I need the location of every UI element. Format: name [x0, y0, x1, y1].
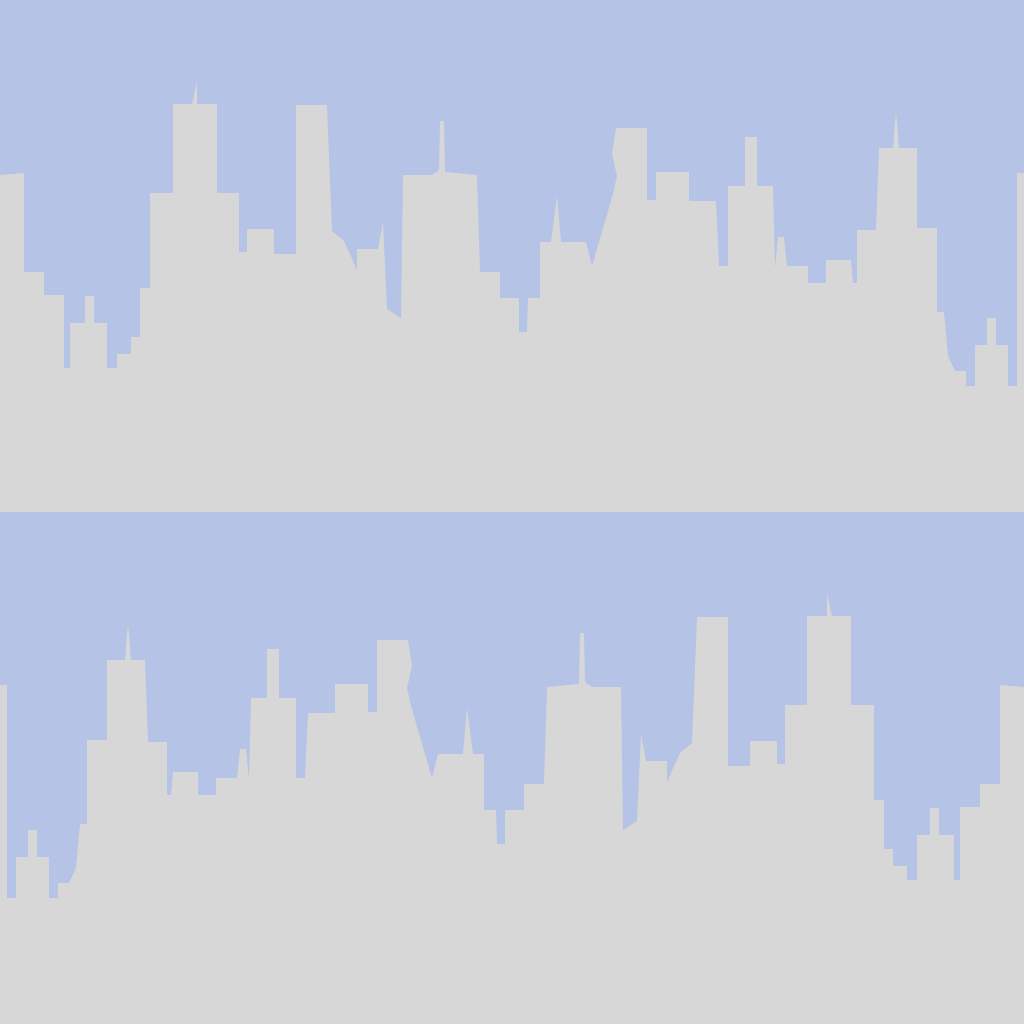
skyline-band-bottom [0, 512, 1024, 1024]
skyline-band-top [0, 82, 1024, 512]
city-silhouette [0, 594, 1024, 1024]
mirrored-skyline-group [0, 594, 1024, 1024]
skyline-svg-top [0, 82, 1024, 512]
skyline-svg-bottom [0, 512, 1024, 1024]
city-silhouette [0, 82, 1024, 512]
